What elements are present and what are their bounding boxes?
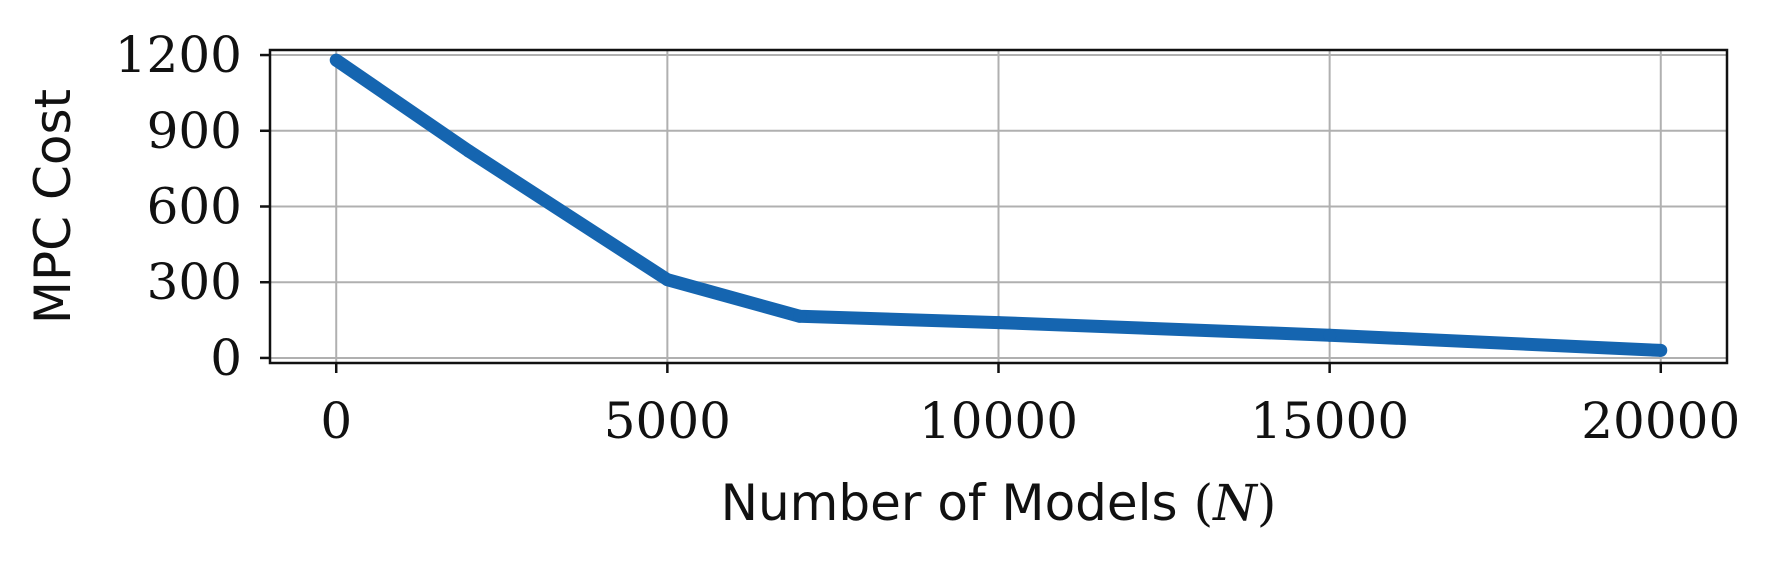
x-axis-title: Number of Models (N)	[721, 474, 1277, 532]
data-point	[462, 144, 476, 158]
grid-lines	[270, 50, 1727, 363]
data-point	[660, 273, 674, 287]
x-tick-label: 10000	[919, 392, 1078, 450]
data-point	[793, 309, 807, 323]
y-tick-label: 300	[147, 253, 242, 311]
x-tick-label: 15000	[1250, 392, 1409, 450]
data-point	[992, 316, 1005, 330]
data-point	[1323, 328, 1337, 342]
x-axis-ticks: 0 5000 10000 15000 20000	[320, 363, 1740, 450]
y-tick-label: 900	[147, 102, 242, 160]
data-point	[1654, 343, 1668, 357]
data-point	[329, 53, 343, 67]
x-tick-label: 5000	[604, 392, 731, 450]
y-tick-label: 600	[147, 178, 242, 236]
x-tick-label: 0	[320, 392, 352, 450]
y-tick-label: 0	[210, 329, 242, 387]
y-axis-title: MPC Cost	[24, 89, 82, 324]
y-tick-label: 1200	[115, 26, 242, 84]
x-axis-title-text: Number of Models	[721, 474, 1178, 532]
x-axis-symbol: N	[1212, 474, 1259, 532]
x-tick-label: 20000	[1581, 392, 1740, 450]
series-layer	[329, 53, 1668, 357]
y-axis-ticks: 0 300 600 900 1200	[115, 26, 270, 387]
